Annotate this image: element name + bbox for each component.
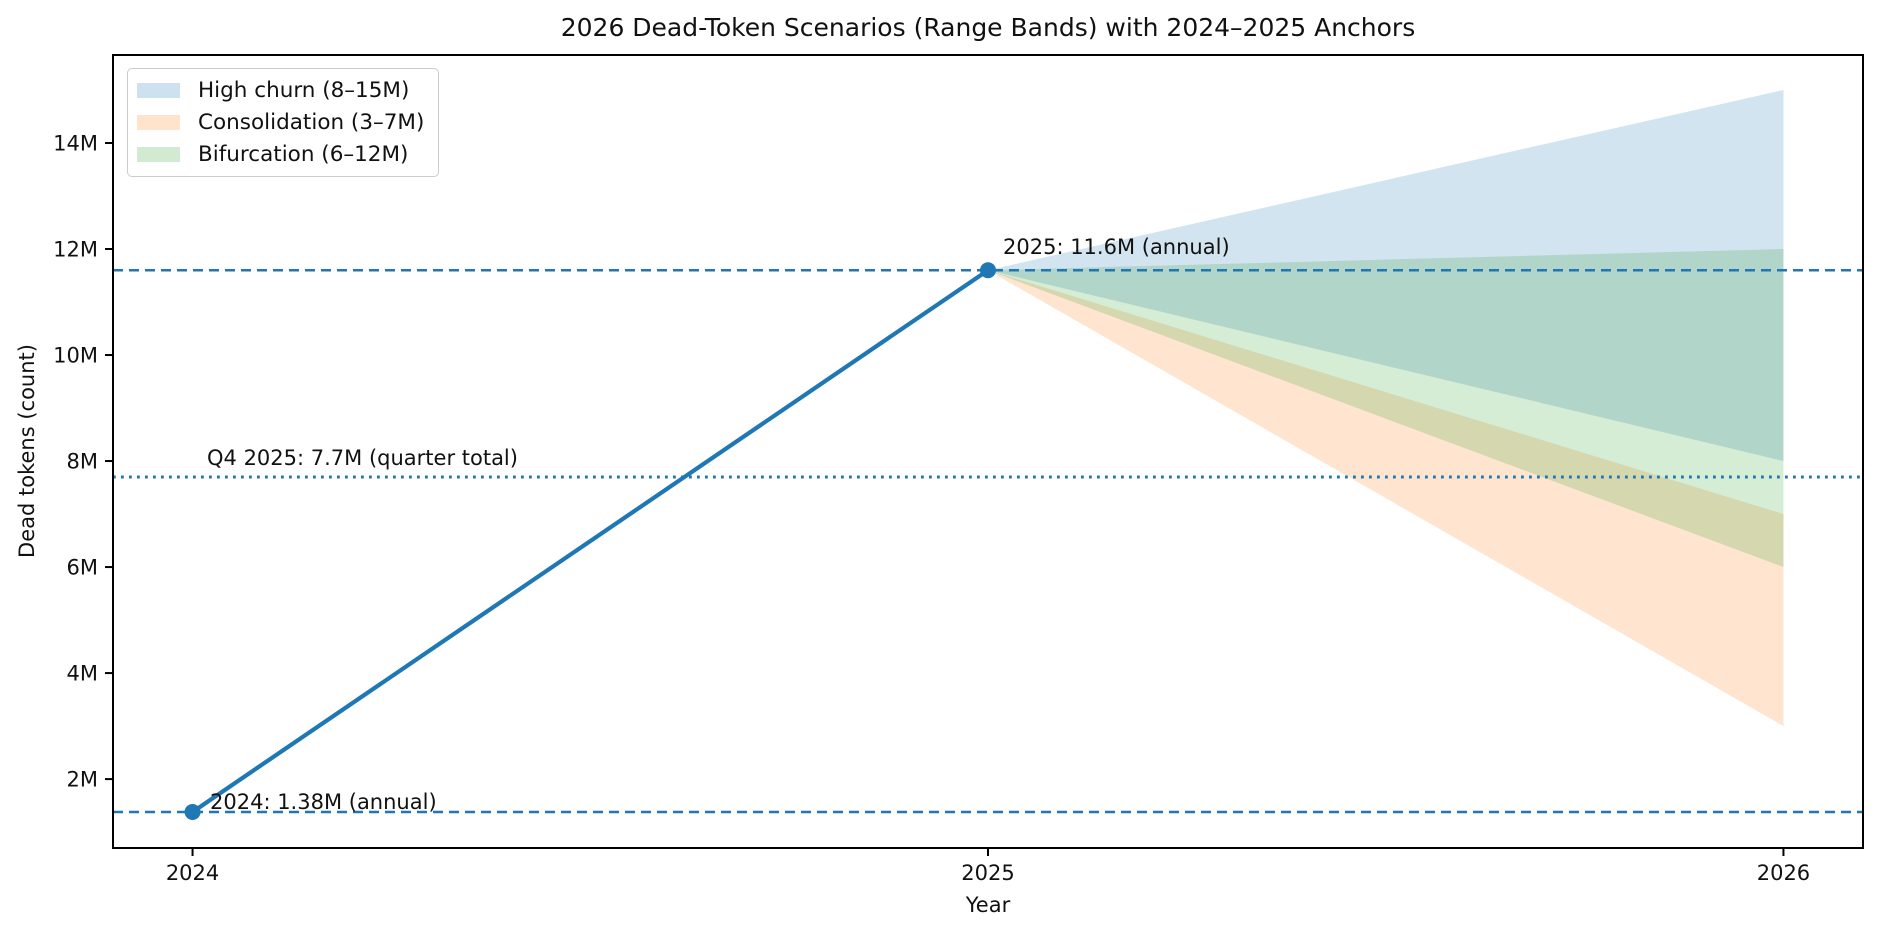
- y-axis-label: Dead tokens (count): [15, 344, 39, 558]
- y-tick-label-2: 6M: [67, 556, 98, 580]
- legend-item-bifurcation: Bifurcation (6–12M): [137, 142, 424, 167]
- legend-swatch-consolidation: [137, 115, 180, 130]
- anchor-marker-1: [980, 262, 996, 279]
- chart-title: 2026 Dead-Token Scenarios (Range Bands) …: [560, 13, 1416, 42]
- annotation-q4-2025: Q4 2025: 7.7M (quarter total): [207, 446, 518, 470]
- legend-label-bifurcation: Bifurcation (6–12M): [198, 142, 409, 167]
- x-axis-label: Year: [965, 893, 1011, 917]
- legend-label-consolidation: Consolidation (3–7M): [198, 110, 425, 135]
- y-tick-label-4: 10M: [53, 344, 98, 368]
- legend-label-high-churn: High churn (8–15M): [198, 78, 410, 103]
- band-0: [988, 89, 1784, 462]
- y-tick-label-5: 12M: [53, 238, 98, 262]
- y-tick-label-6: 14M: [53, 131, 98, 155]
- band-1: [988, 270, 1784, 727]
- legend-swatch-high-churn: [137, 83, 180, 98]
- y-tick-label-1: 4M: [67, 662, 98, 686]
- y-tick-label-3: 8M: [67, 450, 98, 474]
- band-2: [988, 249, 1784, 568]
- annotation-2024-annual: 2024: 1.38M (annual): [210, 790, 437, 814]
- legend-item-high-churn: High churn (8–15M): [137, 78, 424, 103]
- legend-swatch-bifurcation: [137, 147, 180, 162]
- annotation-2025-annual: 2025: 11.6M (annual): [1003, 235, 1230, 259]
- x-tick-label-1: 2025: [961, 861, 1014, 885]
- x-tick-label-2: 2026: [1757, 861, 1810, 885]
- anchor-line: [191, 268, 990, 814]
- anchor-marker-0: [184, 803, 201, 820]
- x-tick-label-0: 2024: [166, 861, 219, 885]
- legend-item-consolidation: Consolidation (3–7M): [137, 110, 424, 135]
- legend: High churn (8–15M) Consolidation (3–7M) …: [127, 68, 440, 177]
- y-tick-label-0: 2M: [67, 768, 98, 792]
